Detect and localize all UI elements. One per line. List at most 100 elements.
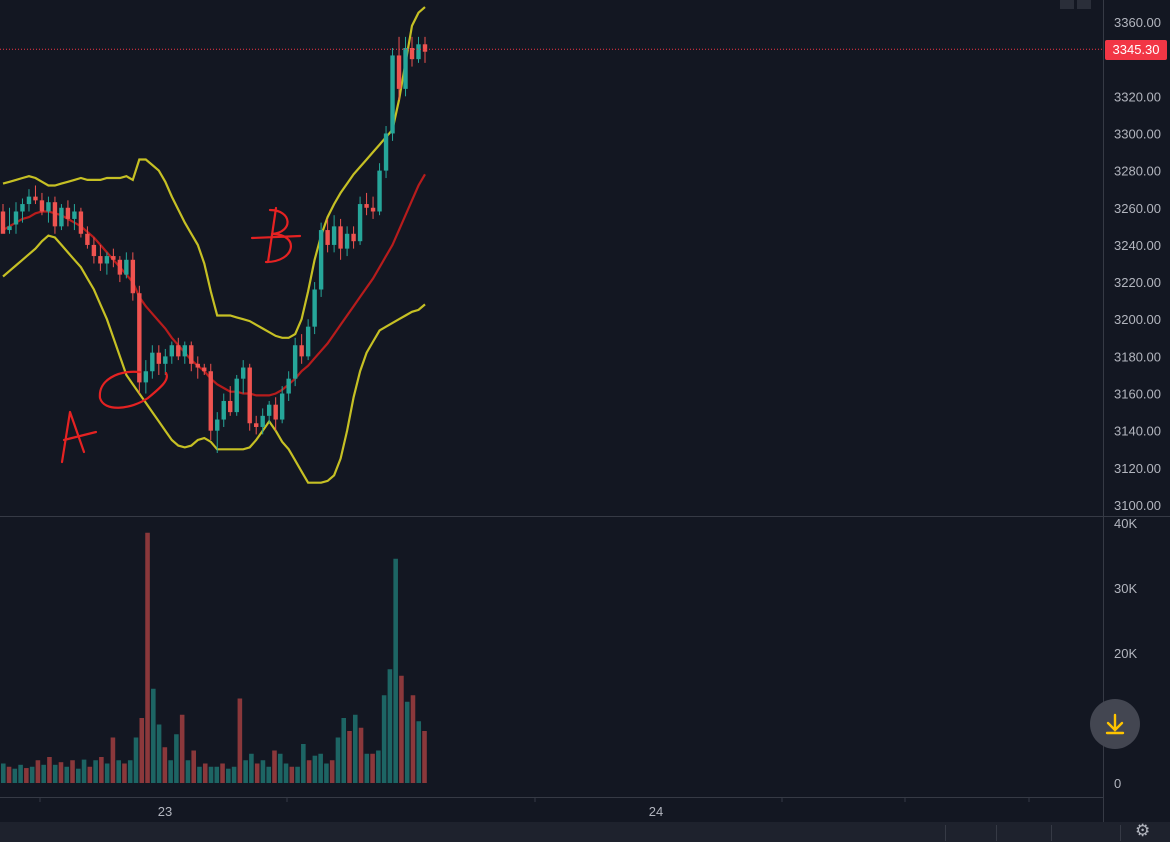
volume-bar [179,714,185,783]
volume-bar [254,763,260,783]
volume-bar [422,731,427,783]
candle [163,348,168,375]
volume-bar [47,757,52,783]
candle [383,126,389,179]
volume-bar [341,718,347,783]
candle [370,196,376,219]
candle [377,163,382,216]
candle [390,48,395,141]
volume-bar [174,734,179,783]
candle [403,36,408,97]
candle [409,36,415,67]
volume-bar [324,763,329,783]
volume-bar [381,695,387,783]
top-button-1[interactable] [1060,0,1074,9]
last-price-badge: 3345.30 [1105,40,1167,60]
candle [26,189,32,212]
price-tick-label: 3100.00 [1114,498,1161,513]
settings-gear-icon[interactable]: ⚙ [1135,821,1151,840]
candle [254,415,259,435]
candle [59,204,64,231]
hand-annotations [60,206,302,464]
scroll-to-realtime-button[interactable] [1090,699,1140,749]
volume-bar [277,753,283,783]
candle [221,393,226,427]
candle [364,192,369,216]
candle [20,198,25,223]
volume-bar [335,737,341,783]
candle [247,363,252,431]
volume-bar [58,762,64,783]
candle [318,222,324,297]
candle [117,256,123,283]
volume-bar [352,714,358,783]
price-tick-label: 3360.00 [1114,15,1161,30]
volume-bar [260,760,266,783]
time-tick-label: 24 [649,804,663,819]
volume-bar [249,753,254,783]
candle [260,408,265,435]
volume-bar [35,760,41,783]
bollinger-bands [2,6,426,484]
arrow-down-icon [1105,713,1125,735]
volume-bar [370,753,375,783]
volume-bar [139,718,145,783]
candle [273,397,278,431]
volume-bar [87,766,93,783]
annotation-letter-a [60,410,98,464]
candle [78,207,84,238]
top-button-2[interactable] [1077,0,1091,9]
volume-bar [214,766,220,783]
candle [312,282,317,335]
volume-tick-label: 0 [1114,776,1121,791]
volume-bar [347,731,352,783]
volume-bar [156,724,162,783]
volume-bar [191,750,196,783]
volume-bar [185,760,191,783]
volume-bar [329,760,335,783]
volume-bar [301,744,306,783]
time-tick-label: 23 [158,804,172,819]
volume-bar [312,755,318,783]
bottom-toolbar: ⚙ [0,822,1170,842]
candle [189,341,194,372]
candle [344,226,350,257]
candle [150,345,155,379]
candle [46,196,51,223]
volume-bar [133,737,139,783]
candle [331,215,337,253]
volume-axis-labels: 40K 30K 20K 0 [1114,516,1137,791]
candle [65,200,71,227]
volume-bar [243,760,248,783]
volume-bar [289,766,295,783]
volume-bar [404,701,410,783]
volume-bar [162,747,168,783]
candle [7,207,12,234]
volume-bar [29,766,35,783]
candle [124,252,129,279]
volume-bar [122,763,127,783]
candle [325,218,330,253]
volume-bars [1,532,427,783]
price-tick-label: 3140.00 [1114,424,1161,439]
volume-bar [168,760,173,783]
volume-bar [116,760,121,783]
candle [143,360,149,394]
volume-bar [41,764,46,783]
candle [266,400,272,424]
price-tick-label: 3220.00 [1114,275,1161,290]
volume-bar [231,766,237,783]
candle [215,412,220,453]
bb-upper-line [2,6,426,339]
price-tick-label: 3200.00 [1114,312,1161,327]
volume-bar [410,695,416,783]
volume-bar [151,688,156,783]
volume-bar [318,753,323,783]
volume-bar [104,763,110,783]
volume-bar [52,764,58,783]
candle [39,192,45,216]
volume-bar [393,558,398,783]
candle [176,337,181,361]
